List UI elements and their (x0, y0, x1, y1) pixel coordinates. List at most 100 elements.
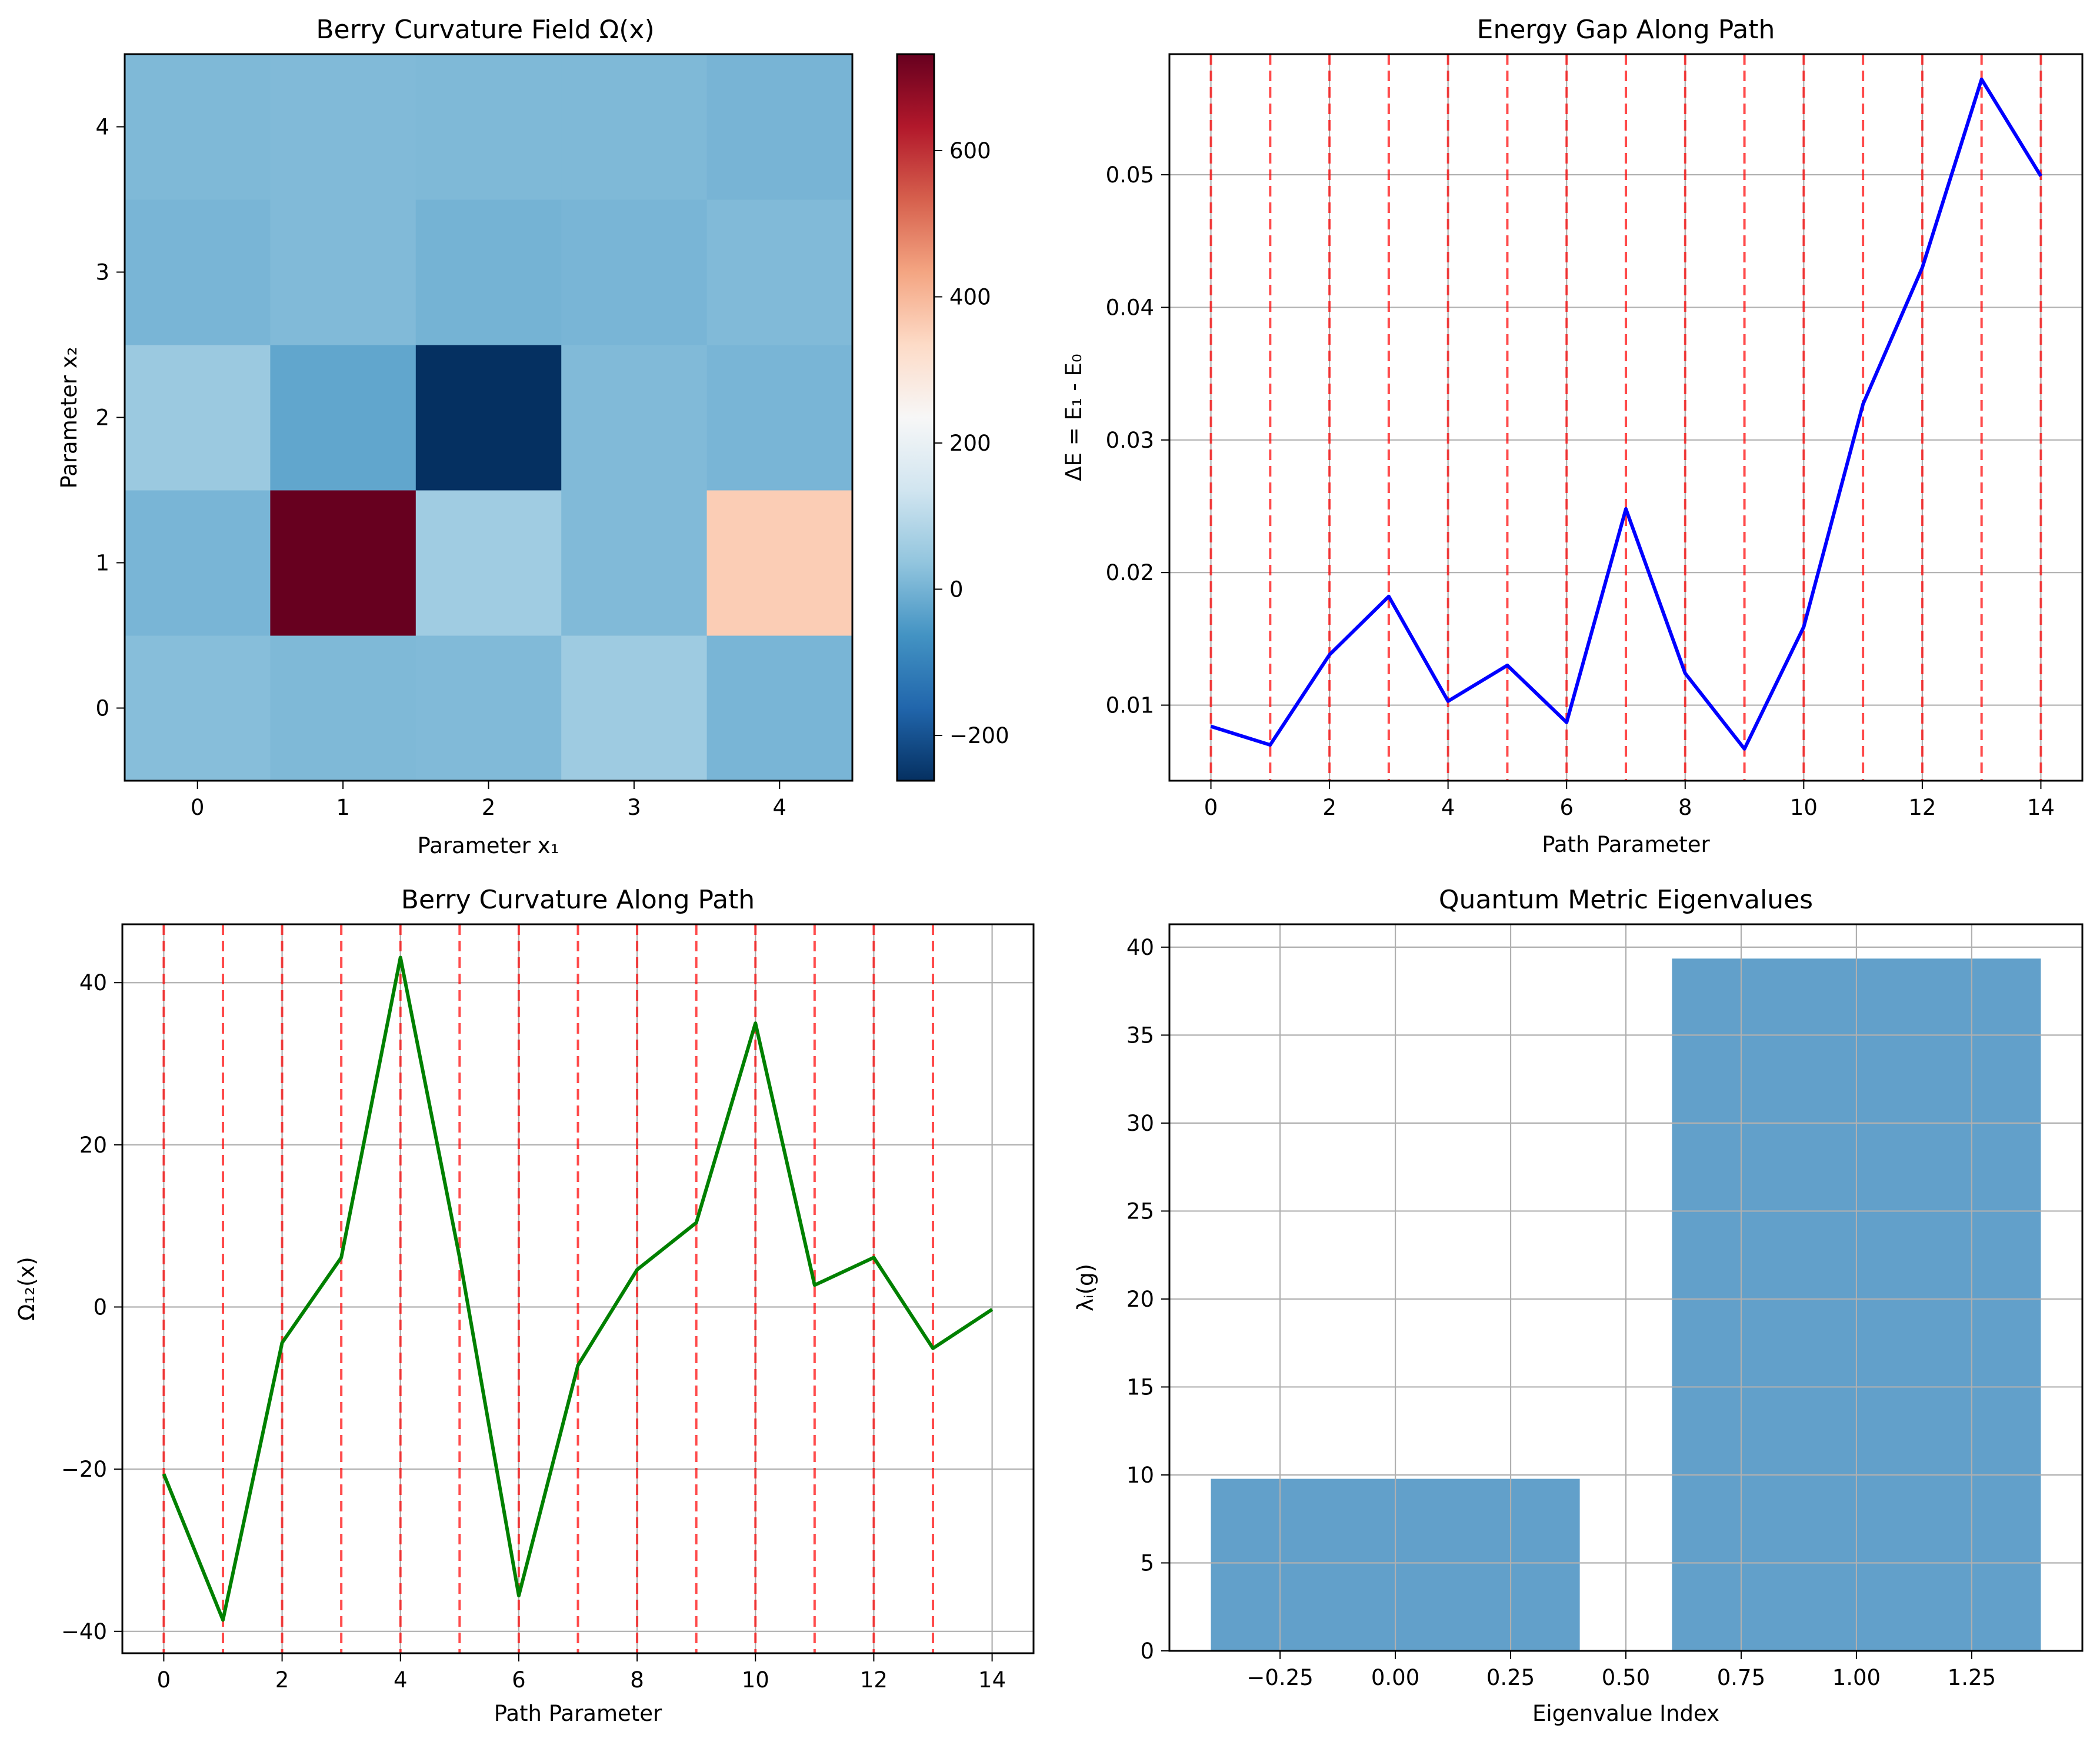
heatmap-cell (415, 345, 562, 491)
heatmap-cell (125, 490, 271, 636)
heatmap-cell (706, 490, 853, 636)
x-tick-label: −0.25 (1246, 1665, 1313, 1690)
colorbar (896, 53, 935, 782)
heatmap-cell (125, 199, 271, 345)
x-tick-label: 1 (336, 795, 350, 820)
heatmap-cell (415, 199, 562, 345)
x-tick-label: 4 (1441, 795, 1455, 820)
y-tick-label: 40 (79, 970, 107, 995)
heatmap-cells (125, 54, 853, 781)
heatmap-cell (270, 199, 416, 345)
x-tick-label: 2 (482, 795, 496, 820)
colorbar-tick-label: 600 (949, 138, 991, 164)
energy-gap-title: Energy Gap Along Path (1477, 15, 1775, 45)
y-tick-label: 35 (1126, 1023, 1154, 1048)
heatmap-cell (270, 635, 416, 781)
heatmap-title: Berry Curvature Field Ω(x) (316, 15, 654, 45)
energy-gap-ylabel: ΔE = E₁ - E₀ (1061, 354, 1086, 481)
x-tick-label: 12 (860, 1667, 888, 1693)
heatmap-cell (706, 345, 853, 491)
x-tick-label: 0.00 (1371, 1665, 1419, 1690)
heatmap-ylabel: Parameter x₂ (56, 347, 82, 489)
berry-path-frame (121, 923, 1035, 1654)
x-tick-label: 0 (157, 1667, 171, 1693)
x-tick-label: 6 (1559, 795, 1574, 820)
heatmap-cell (561, 345, 708, 491)
y-tick-label: 0 (93, 1295, 107, 1320)
y-tick-label: 0.01 (1106, 693, 1154, 718)
x-tick-label: 10 (742, 1667, 769, 1693)
x-tick-label: 8 (630, 1667, 644, 1693)
berry-path-panel: Berry Curvature Along Path 0 2 4 6 8 10 12 14 −40… (14, 885, 1035, 1726)
y-tick-label: 0.04 (1106, 295, 1154, 320)
x-tick-label: 0 (1204, 795, 1218, 820)
heatmap-cell (415, 490, 562, 636)
x-tick-label: 4 (394, 1667, 408, 1693)
x-tick-label: 0 (191, 795, 205, 820)
x-tick-label: 4 (773, 795, 787, 820)
heatmap-panel: Berry Curvature Field Ω(x) 0 1 2 3 4 0 1 2 3 4 P… (56, 15, 1009, 858)
heatmap-cell (415, 54, 562, 200)
y-tick-label: 20 (1126, 1287, 1154, 1312)
x-tick-label: 6 (512, 1667, 526, 1693)
quantum-metric-ylabel: λᵢ(g) (1073, 1264, 1098, 1311)
y-tick-label: 40 (1126, 935, 1154, 960)
y-tick-label: 0.05 (1106, 162, 1154, 188)
x-tick-label: 14 (978, 1667, 1006, 1693)
y-tick-label: 15 (1126, 1374, 1154, 1400)
berry-path-ylabel: Ω₁₂(x) (14, 1257, 39, 1321)
quantum-metric-title: Quantum Metric Eigenvalues (1439, 885, 1813, 915)
berry-path-xlabel: Path Parameter (494, 1701, 662, 1726)
y-tick-label: 20 (79, 1133, 107, 1158)
y-tick-label: 4 (95, 115, 109, 140)
y-tick-label: 10 (1126, 1463, 1154, 1488)
x-tick-label: 12 (1908, 795, 1936, 820)
quantum-metric-xlabel: Eigenvalue Index (1532, 1701, 1719, 1726)
x-tick-label: 2 (1322, 795, 1336, 820)
energy-gap-frame (1168, 53, 2084, 782)
colorbar-tick-label: 200 (949, 431, 991, 456)
colorbar-tick-label: 0 (949, 577, 964, 602)
x-tick-label: 14 (2027, 795, 2055, 820)
x-tick-label: 3 (627, 795, 641, 820)
x-tick-label: 0.75 (1717, 1665, 1765, 1690)
x-tick-label: 2 (275, 1667, 289, 1693)
heatmap-cell (561, 490, 708, 636)
y-tick-label: 30 (1126, 1111, 1154, 1136)
x-tick-label: 1.00 (1832, 1665, 1881, 1690)
x-tick-label: 10 (1790, 795, 1818, 820)
heatmap-cell (125, 635, 271, 781)
x-tick-label: 0.50 (1602, 1665, 1650, 1690)
y-tick-label: 0 (1140, 1639, 1154, 1664)
y-tick-label: 1 (95, 551, 109, 576)
y-tick-label: 3 (95, 260, 109, 285)
heatmap-cell (561, 635, 708, 781)
y-tick-label: 2 (95, 405, 109, 431)
y-tick-label: −20 (61, 1457, 107, 1482)
y-tick-label: −40 (61, 1619, 107, 1644)
heatmap-cell (125, 345, 271, 491)
heatmap-cell (561, 199, 708, 345)
x-tick-label: 8 (1678, 795, 1692, 820)
berry-path-title: Berry Curvature Along Path (401, 885, 755, 915)
colorbar-tick-label: 400 (949, 284, 991, 309)
heatmap-cell (706, 54, 853, 200)
heatmap-cell (706, 635, 853, 781)
quantum-metric-panel: Quantum Metric Eigenvalues −0.25 0.00 0.25 0… (1073, 885, 2084, 1726)
heatmap-xlabel: Parameter x₁ (418, 833, 559, 858)
colorbar-tick-label: −200 (949, 723, 1009, 748)
y-tick-label: 25 (1126, 1198, 1154, 1224)
heatmap-cell (561, 54, 708, 200)
energy-gap-xlabel: Path Parameter (1542, 832, 1710, 857)
x-tick-label: 0.25 (1486, 1665, 1535, 1690)
energy-gap-panel: Energy Gap Along Path 0 2 4 6 8 10 12 14 0.01 0.02… (1061, 15, 2084, 857)
heatmap-cell (415, 635, 562, 781)
heatmap-y-ticks: 0 1 2 3 4 (95, 115, 125, 721)
heatmap-cell (270, 490, 416, 636)
heatmap-cell (270, 54, 416, 200)
y-tick-label: 5 (1140, 1550, 1154, 1576)
x-tick-label: 1.25 (1948, 1665, 1996, 1690)
heatmap-x-ticks: 0 1 2 3 4 (191, 781, 786, 820)
heatmap-cell (706, 199, 853, 345)
